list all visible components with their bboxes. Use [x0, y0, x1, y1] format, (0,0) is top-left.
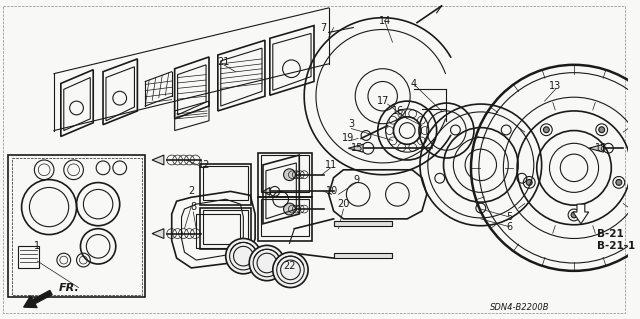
Text: 6: 6	[506, 222, 513, 232]
Text: B-21: B-21	[596, 229, 623, 239]
Circle shape	[226, 239, 261, 274]
Circle shape	[284, 169, 295, 181]
Text: B-21-1: B-21-1	[596, 241, 635, 251]
Text: SDN4-B2200B: SDN4-B2200B	[490, 303, 550, 312]
Polygon shape	[152, 229, 164, 239]
Text: 7: 7	[321, 23, 327, 33]
Circle shape	[543, 127, 549, 133]
Text: 12: 12	[198, 160, 211, 170]
Bar	[333, 253, 392, 258]
Text: 18: 18	[595, 143, 607, 153]
Text: 11: 11	[324, 160, 337, 170]
Polygon shape	[348, 144, 363, 152]
Text: 21: 21	[218, 57, 230, 67]
Polygon shape	[152, 155, 164, 165]
Text: 16: 16	[392, 106, 404, 116]
Circle shape	[616, 180, 621, 185]
Circle shape	[273, 252, 308, 287]
Text: 8: 8	[190, 202, 196, 212]
Text: 1: 1	[34, 241, 40, 251]
Text: 15: 15	[351, 143, 364, 153]
FancyArrow shape	[24, 290, 52, 308]
Polygon shape	[263, 188, 270, 195]
Text: 13: 13	[549, 81, 561, 92]
Circle shape	[284, 203, 295, 215]
Circle shape	[571, 212, 577, 218]
Text: 9: 9	[353, 174, 359, 185]
Polygon shape	[589, 144, 604, 152]
Circle shape	[526, 180, 532, 185]
FancyArrow shape	[573, 204, 589, 224]
Text: 3: 3	[348, 119, 355, 129]
Bar	[333, 221, 392, 226]
Text: 2: 2	[188, 186, 195, 197]
Bar	[196, 214, 241, 248]
Text: 22: 22	[284, 261, 296, 271]
Text: 17: 17	[376, 96, 389, 106]
Bar	[8, 155, 145, 297]
Text: 20: 20	[337, 199, 349, 209]
Text: 5: 5	[506, 212, 513, 222]
Bar	[18, 246, 39, 268]
Text: 4: 4	[411, 79, 417, 89]
Text: 14: 14	[378, 16, 391, 26]
Circle shape	[599, 127, 605, 133]
Text: 10: 10	[326, 186, 338, 197]
Text: FR.: FR.	[59, 283, 79, 293]
Bar	[12, 158, 142, 295]
Text: 19: 19	[342, 133, 355, 144]
Circle shape	[249, 245, 285, 281]
